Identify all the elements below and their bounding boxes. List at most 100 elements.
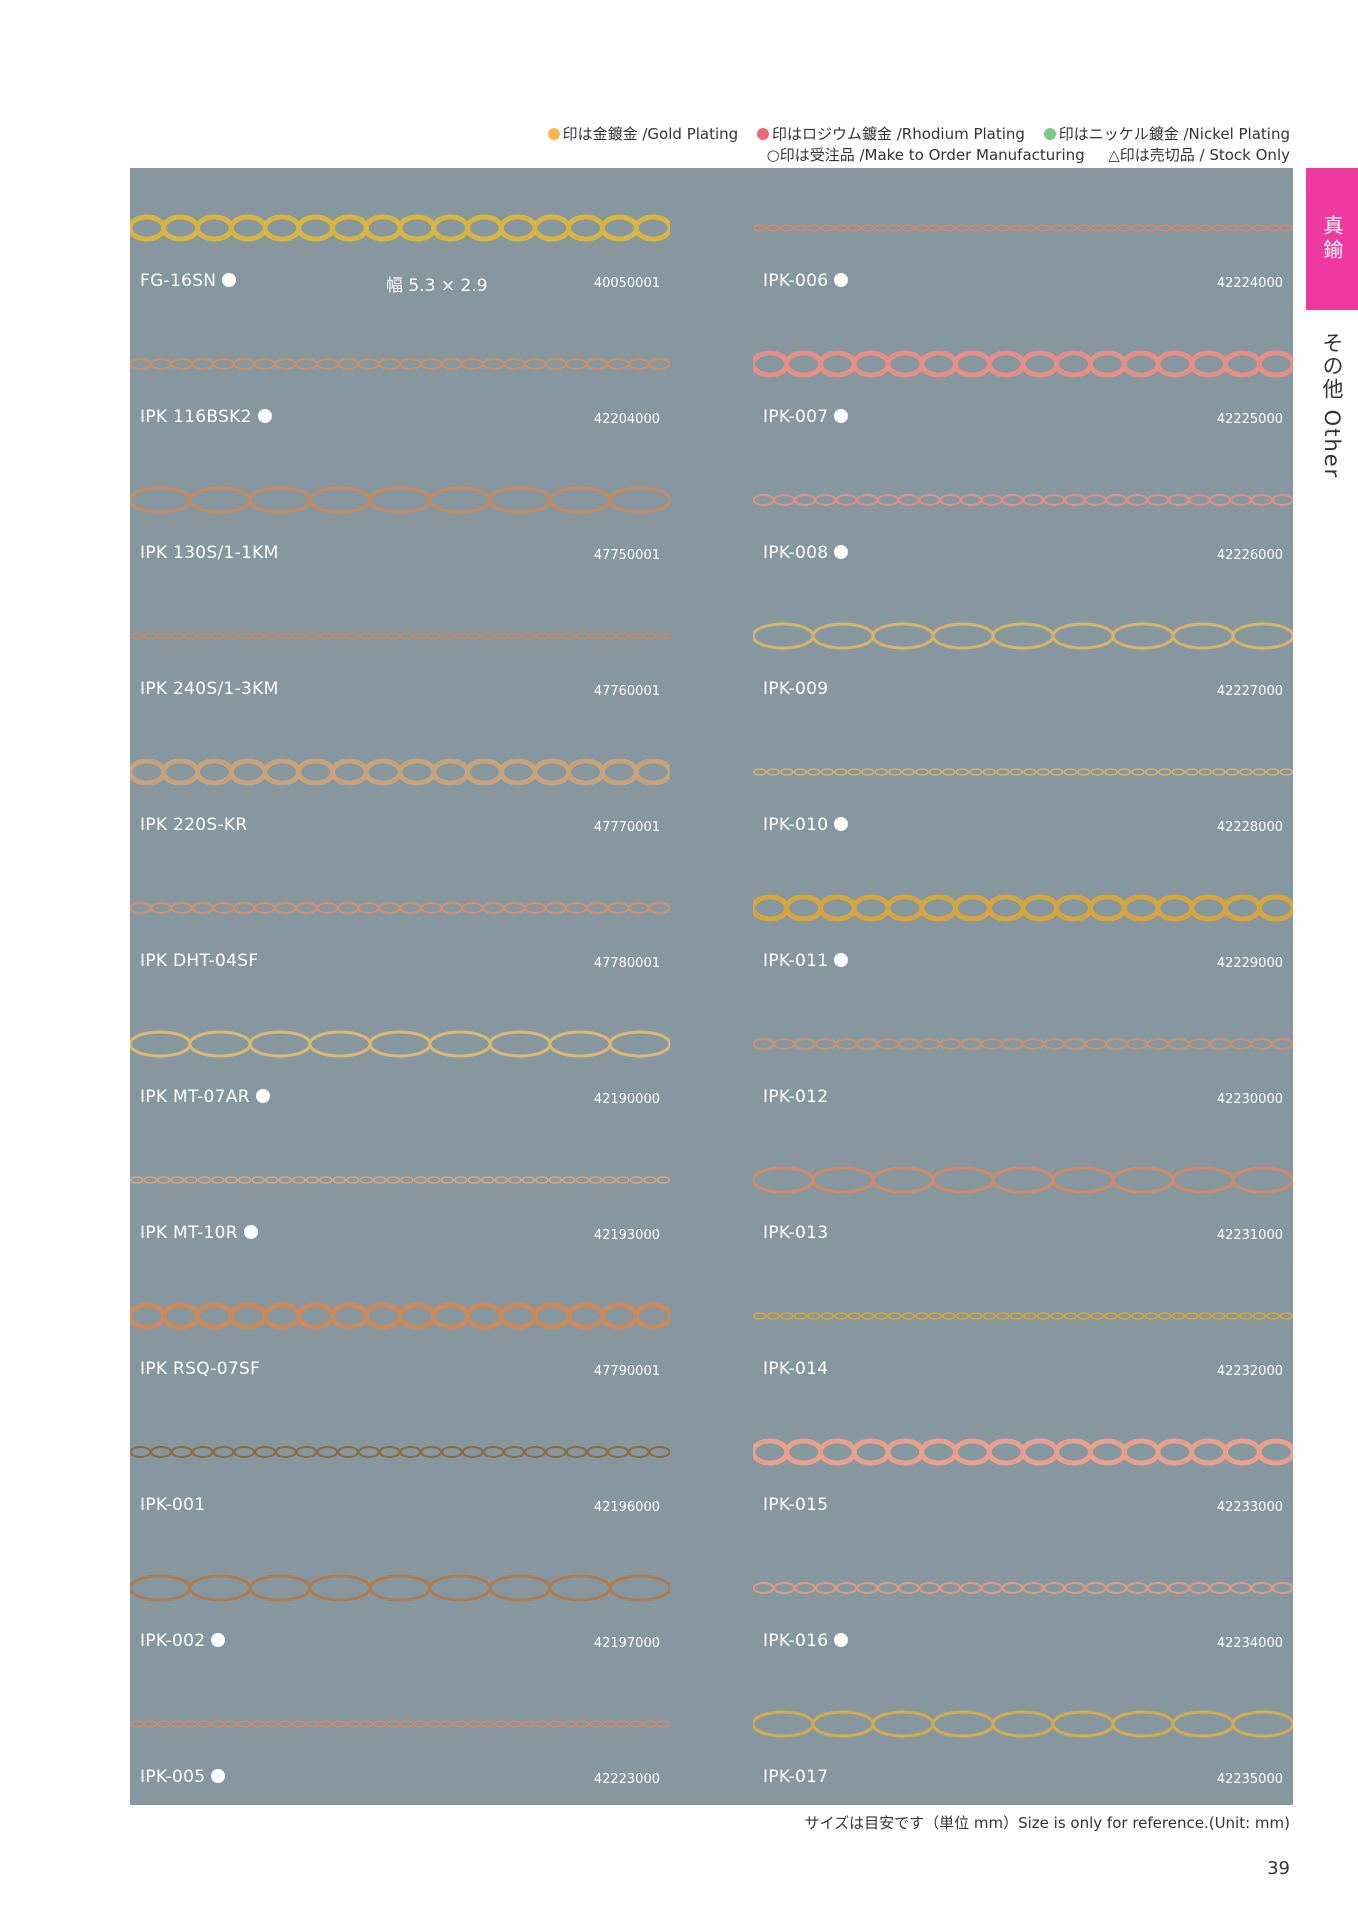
product-item: IPK-015 42233000 [753,1392,1293,1528]
chain-link [431,1302,471,1330]
chain-link [773,1582,796,1594]
chain-link [1266,224,1280,232]
chain-link [1225,1312,1240,1320]
chain-photo [753,1568,1293,1608]
chain-link [363,758,403,786]
chain-link [1256,894,1293,922]
chain-link [319,1176,333,1184]
chain-image [753,1312,1293,1320]
product-name-text: IPK-015 [763,1495,829,1515]
product-name: IPK-015 [763,1495,828,1515]
chain-image [130,902,670,914]
product-name-text: IPK 116BSK2 [140,407,252,427]
rhodium-dot-icon [756,128,769,140]
product-item: IPK-013 42231000 [753,1120,1293,1256]
product-code: 47780001 [593,956,660,971]
chain-link [1111,1710,1175,1738]
product-item: IPK-007 42225000 [753,304,1293,440]
chain-link [939,1038,962,1050]
chain-link [481,632,495,640]
chain-link [368,1574,432,1602]
chain-link [835,1582,858,1594]
product-item: IPK 220S-KR 47770001 [130,712,670,848]
chain-link [1105,1582,1128,1594]
chain-link [296,758,336,786]
chain-link [305,1176,320,1184]
product-name-text: IPK 220S-KR [140,815,248,835]
chain-link [251,632,266,640]
chain-image [130,758,670,786]
chain-link [629,1720,644,1728]
product-item: IPK-011 42229000 [753,848,1293,984]
chain-link [1144,224,1159,232]
category-tab[interactable]: その他 Other [1320,332,1344,480]
chain-link [1188,1582,1211,1594]
chain-link [143,1720,158,1728]
chain-link [1231,1710,1293,1738]
chain-link [413,632,428,640]
product-item: IPK-005 42223000 [130,1664,670,1800]
chain-link [986,894,1026,922]
chain-link [991,622,1055,650]
chain-link [856,1582,879,1594]
chain-link [278,1720,293,1728]
chain-link [228,758,268,786]
chain-link [1185,224,1199,232]
chain-link [191,1446,214,1458]
product-name-text: IPK-008 [763,543,829,563]
chain-link [918,1038,941,1050]
product-code: 42227000 [1216,684,1283,699]
chain-link [228,1302,268,1330]
chain-link [1009,224,1024,232]
chain-link [565,902,588,914]
material-tab[interactable]: 真鍮 [1306,168,1358,310]
chain-link [238,632,252,640]
chain-link [184,632,198,640]
chain-link [427,1176,441,1184]
product-name: IPK DHT-04SF [140,951,258,971]
chain-link [363,1302,403,1330]
chain-link [461,1446,484,1458]
chain-link [562,1176,576,1184]
chain-link [1252,768,1267,776]
chain-link [532,1302,572,1330]
chain-link [586,902,609,914]
chain-link [629,1176,644,1184]
legend-stock: △印は売切品 / Stock Only [1108,146,1290,164]
chain-link [607,902,630,914]
chain-link [292,1176,306,1184]
chain-link [766,1312,781,1320]
product-name: IPK-011 [763,951,849,971]
chain-image [130,358,670,370]
chain-link [488,1574,552,1602]
chain-link [1189,350,1229,378]
chain-link [834,768,848,776]
gold-plating-marker-icon [834,1633,849,1647]
legend-gold: 印は金鍍金 /Gold Plating [562,125,739,143]
chain-link [566,758,606,786]
chain-link [357,358,380,370]
chain-link [1063,768,1078,776]
chain-link [467,632,482,640]
chain-link [633,758,670,786]
chain-link [378,1446,401,1458]
product-name: IPK-008 [763,543,849,563]
product-name: IPK-009 [763,679,828,699]
chain-link [986,350,1026,378]
chain-photo [753,208,1293,248]
product-name-text: IPK 240S/1-3KM [140,679,279,699]
chain-link [420,902,443,914]
chain-link [1063,224,1078,232]
chain-link [1155,1438,1195,1466]
chain-link [627,902,650,914]
chain-photo [130,208,670,248]
chain-link [413,1176,428,1184]
chain-link [420,1446,443,1458]
chain-link [1131,1312,1145,1320]
chain-link [1155,350,1195,378]
chain-link [780,768,794,776]
chain-link [494,1176,509,1184]
chain-link [248,486,312,514]
product-name-text: IPK DHT-04SF [140,951,259,971]
chain-link [1087,1438,1127,1466]
